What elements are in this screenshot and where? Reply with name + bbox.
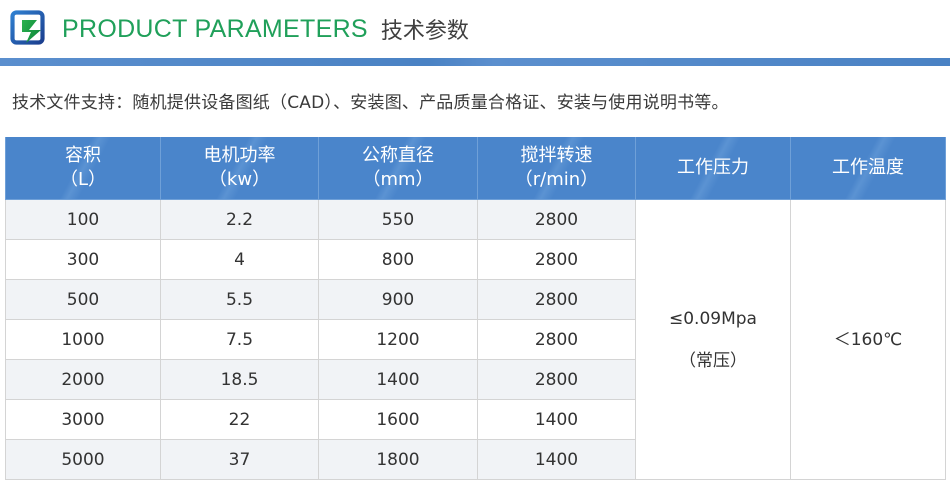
cell-working-pressure-line2: （常压）: [679, 350, 747, 371]
column-header-stirring-speed: 搅拌转速 （r/min）: [477, 137, 636, 200]
cell-nominal-diameter: 900: [318, 279, 478, 320]
table-header: 容积 （L） 电机功率 （kw） 公称直径 （mm） 搅拌转速 （r/min）: [5, 137, 946, 200]
cell-volume: 100: [5, 199, 161, 240]
intro-text: 技术文件支持：随机提供设备图纸（CAD）、安装图、产品质量合格证、安装与使用说明…: [12, 93, 729, 113]
cell-nominal-diameter: 1800: [318, 439, 478, 480]
cell-nominal-diameter: 550: [318, 199, 478, 240]
cell-volume: 2000: [5, 359, 161, 400]
parameters-table-wrapper: 容积 （L） 电机功率 （kw） 公称直径 （mm） 搅拌转速 （r/min）: [5, 137, 946, 480]
cell-motor-power: 7.5: [160, 319, 319, 360]
cell-motor-power: 18.5: [160, 359, 319, 400]
column-header-volume-line2: （L）: [59, 169, 107, 190]
table-row: 500 5.5 900 2800: [5, 279, 946, 320]
cell-stirring-speed: 2800: [477, 319, 636, 360]
parameters-table: 容积 （L） 电机功率 （kw） 公称直径 （mm） 搅拌转速 （r/min）: [5, 137, 946, 480]
cell-motor-power: 5.5: [160, 279, 319, 320]
cell-motor-power: 2.2: [160, 199, 319, 240]
cell-working-pressure-line1: ≤0.09Mpa: [669, 308, 757, 329]
column-header-volume-line1: 容积: [65, 144, 101, 166]
cell-stirring-speed: 2800: [477, 279, 636, 320]
cell-volume: 5000: [5, 439, 161, 480]
cell-nominal-diameter: 1400: [318, 359, 478, 400]
cell-nominal-diameter: 800: [318, 239, 478, 280]
table-row: 2000 18.5 1400 2800: [5, 359, 946, 400]
cell-stirring-speed: 1400: [477, 439, 636, 480]
cell-volume: 3000: [5, 399, 161, 440]
column-header-working-temperature: 工作温度: [790, 137, 946, 200]
column-header-motor-power-line1: 电机功率: [203, 144, 276, 166]
cell-stirring-speed: 1400: [477, 399, 636, 440]
table-row: 3000 22 1600 1400: [5, 399, 946, 440]
column-header-stirring-speed-line2: （r/min）: [514, 169, 599, 190]
cell-motor-power: 4: [160, 239, 319, 280]
header-divider: [0, 58, 950, 66]
cell-volume: 500: [5, 279, 161, 320]
page-title-cn: 技术参数: [380, 19, 469, 44]
column-header-nominal-diameter-line1: 公称直径: [362, 144, 434, 166]
table-row: 100 2.2 550 2800 ≤0.09Mpa （常压） ＜160℃: [5, 199, 946, 480]
cell-motor-power: 22: [160, 399, 319, 440]
cell-nominal-diameter: 1600: [318, 399, 478, 440]
logo-square-lightning-icon: [10, 10, 48, 48]
table-body: 100 2.2 550 2800 ≤0.09Mpa （常压） ＜160℃ 300…: [5, 199, 946, 480]
cell-volume: 300: [5, 239, 161, 280]
page-title-en: PRODUCT PARAMETERS: [62, 14, 368, 43]
cell-stirring-speed: 2800: [477, 359, 636, 400]
table-row: 1000 7.5 1200 2800: [5, 319, 946, 360]
page-header: PRODUCT PARAMETERS 技术参数: [0, 0, 950, 58]
column-header-stirring-speed-line1: 搅拌转速: [520, 144, 593, 166]
cell-motor-power: 37: [160, 439, 319, 480]
column-header-nominal-diameter-line2: （mm）: [362, 169, 434, 190]
column-header-nominal-diameter: 公称直径 （mm）: [318, 137, 478, 200]
column-header-volume: 容积 （L）: [5, 137, 161, 200]
cell-working-temperature: ＜160℃: [790, 199, 946, 480]
cell-volume: 1000: [5, 319, 161, 360]
column-header-motor-power-line2: （kw）: [208, 169, 271, 190]
table-header-row: 容积 （L） 电机功率 （kw） 公称直径 （mm） 搅拌转速 （r/min）: [5, 137, 946, 200]
cell-working-pressure: ≤0.09Mpa （常压）: [635, 199, 791, 480]
column-header-working-pressure: 工作压力: [635, 137, 791, 200]
cell-stirring-speed: 2800: [477, 199, 636, 240]
cell-stirring-speed: 2800: [477, 239, 636, 280]
table-row: 5000 37 1800 1400: [5, 439, 946, 480]
column-header-motor-power: 电机功率 （kw）: [160, 137, 319, 200]
cell-nominal-diameter: 1200: [318, 319, 478, 360]
